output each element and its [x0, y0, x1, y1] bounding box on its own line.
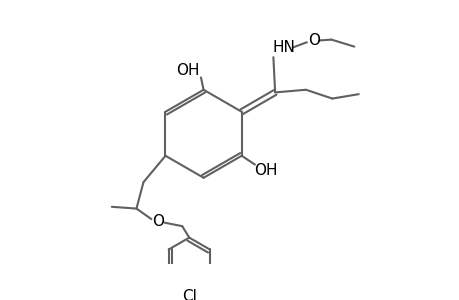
Text: Cl: Cl — [181, 289, 196, 300]
Text: O: O — [152, 214, 164, 229]
Text: OH: OH — [176, 63, 199, 78]
Text: OH: OH — [253, 163, 277, 178]
Text: O: O — [307, 33, 319, 48]
Text: HN: HN — [272, 40, 295, 55]
